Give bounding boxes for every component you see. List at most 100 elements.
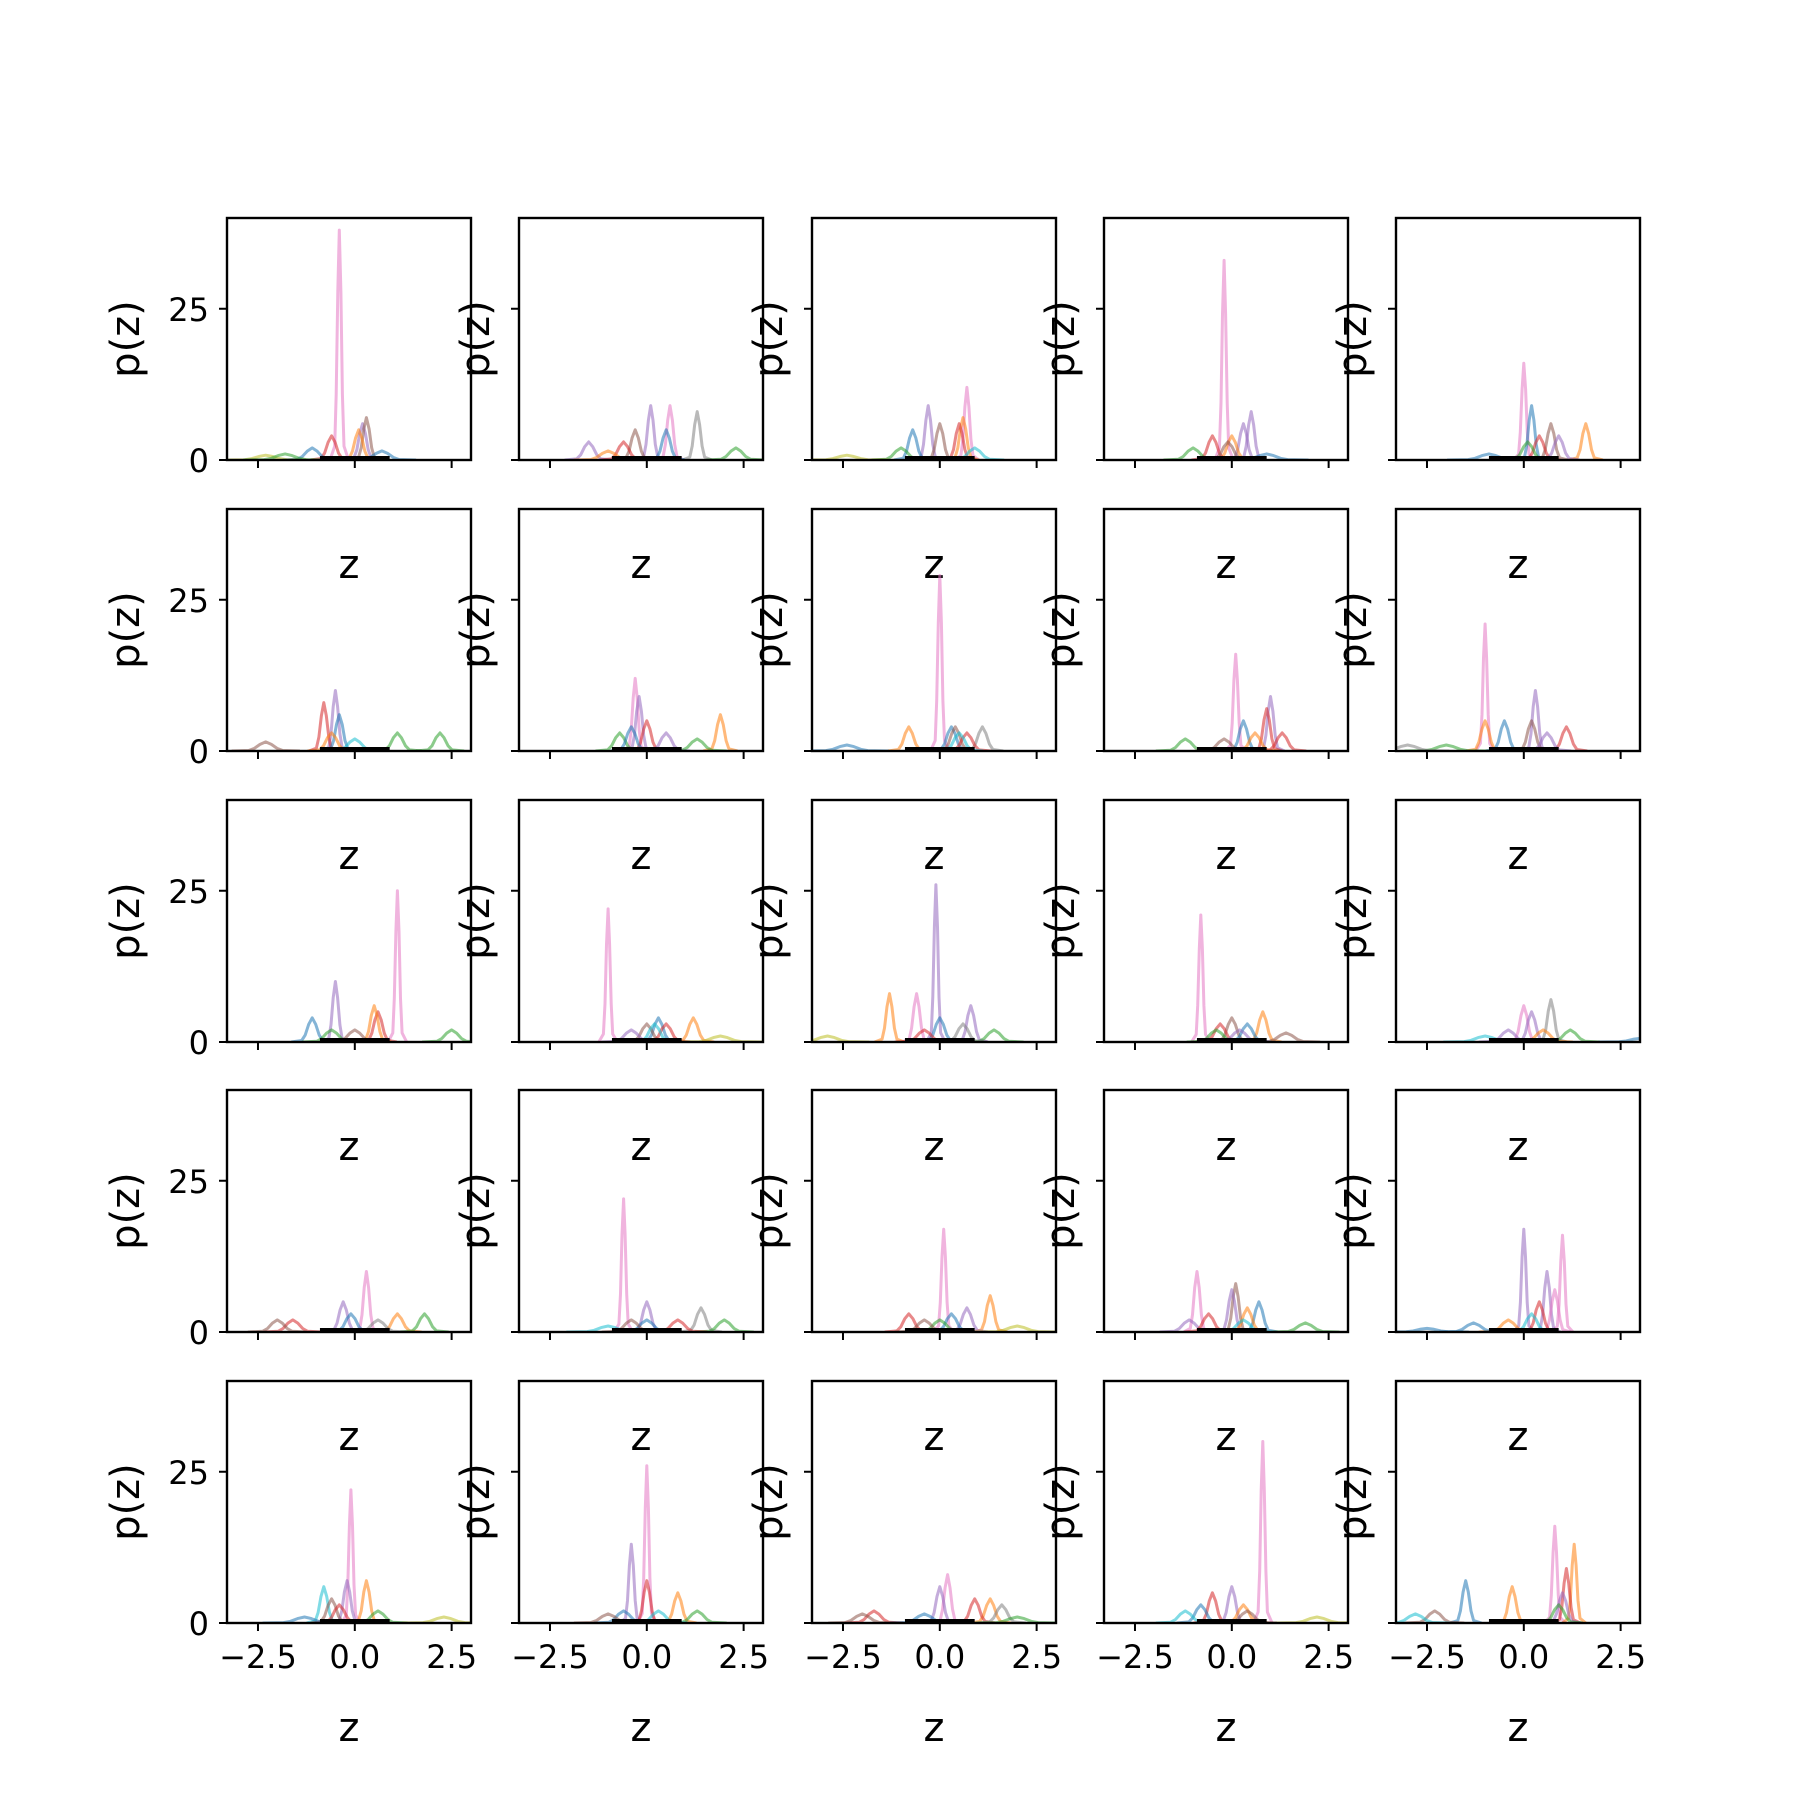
series-line	[231, 740, 300, 751]
x-axis-label: z	[339, 1124, 360, 1170]
axes-frame	[1102, 1088, 1350, 1334]
series-line	[1516, 404, 1547, 460]
series-line	[946, 416, 980, 460]
y-tick-label: 0	[189, 733, 209, 771]
series-line	[925, 883, 947, 1042]
x-axis-label: z	[924, 1414, 945, 1460]
x-tick-label: 0.0	[1498, 1638, 1549, 1676]
series-line	[1568, 422, 1604, 460]
series-line	[636, 404, 666, 460]
y-axis-label: p(z)	[453, 1463, 499, 1541]
series-line	[1543, 1524, 1567, 1623]
x-tick-label: 2.5	[1303, 1638, 1354, 1676]
y-axis-label: p(z)	[103, 1463, 149, 1541]
y-axis-label: p(z)	[103, 1172, 149, 1250]
axes-frame	[517, 798, 765, 1044]
series-line	[1533, 1270, 1562, 1332]
y-tick-label: 0	[189, 1024, 209, 1062]
series-line	[1512, 361, 1536, 460]
x-tick-label: 2.5	[718, 1638, 769, 1676]
series-line	[564, 440, 614, 460]
series-line	[893, 428, 932, 460]
axes-frame	[517, 216, 765, 462]
series-line	[1271, 1321, 1340, 1332]
x-tick-label: −2.5	[1096, 1638, 1174, 1676]
y-axis-label: p(z)	[103, 591, 149, 669]
series-line	[694, 1318, 754, 1332]
series-line	[1449, 1579, 1482, 1623]
series-line	[1561, 1542, 1587, 1623]
series-line	[415, 731, 465, 751]
axes-frame	[225, 1379, 473, 1625]
y-axis-label: p(z)	[746, 1172, 792, 1250]
axes-frame	[1102, 216, 1350, 462]
y-axis-label: p(z)	[1330, 1172, 1376, 1250]
y-axis-label: p(z)	[453, 300, 499, 378]
axes-frame	[225, 1088, 473, 1334]
series-line	[901, 992, 932, 1042]
x-axis-label: z	[339, 833, 360, 879]
series-line	[1252, 1440, 1274, 1623]
axes-frame	[517, 1379, 765, 1625]
y-axis-label: p(z)	[746, 300, 792, 378]
y-axis-label: p(z)	[1038, 300, 1084, 378]
series-line	[1405, 1609, 1465, 1623]
y-tick-label: 0	[189, 1605, 209, 1643]
series-line	[968, 1597, 1012, 1623]
x-axis-label: z	[339, 1414, 360, 1460]
y-tick-label: 0	[189, 1314, 209, 1352]
series-line	[597, 907, 619, 1042]
series-line	[932, 1573, 963, 1623]
series-line	[630, 1579, 664, 1623]
x-axis-label: z	[1508, 1124, 1529, 1170]
x-tick-label: 2.5	[1011, 1638, 1062, 1676]
series-line	[624, 695, 654, 751]
x-tick-label: −2.5	[511, 1638, 589, 1676]
x-tick-label: −2.5	[219, 1638, 297, 1676]
axes-frame	[1102, 1379, 1350, 1625]
axes-frame	[1394, 1379, 1642, 1625]
series-line	[308, 701, 340, 751]
y-axis-label: p(z)	[103, 300, 149, 378]
axes-frame	[517, 1088, 765, 1334]
axes-frame	[1394, 1088, 1642, 1334]
axes-frame	[517, 507, 765, 753]
y-axis-label: p(z)	[453, 1172, 499, 1250]
series-line	[1224, 652, 1248, 751]
series-line	[681, 410, 713, 460]
series-line	[386, 889, 409, 1042]
series-line	[1534, 998, 1568, 1042]
series-line	[647, 428, 686, 460]
x-axis-label: z	[631, 1124, 652, 1170]
series-line	[1257, 731, 1307, 751]
x-axis-label: z	[924, 833, 945, 879]
y-axis-label: p(z)	[1038, 882, 1084, 960]
x-axis-label: z	[924, 1705, 945, 1751]
x-axis-label: z	[1216, 1414, 1237, 1460]
axes-frame	[1102, 507, 1350, 753]
x-axis-label: z	[1216, 833, 1237, 879]
x-axis-label: z	[924, 1124, 945, 1170]
axes-frame	[1394, 507, 1642, 753]
series-line	[422, 1028, 471, 1042]
series-line	[1533, 422, 1569, 460]
series-line	[328, 228, 351, 460]
series-line	[667, 737, 727, 751]
y-tick-label: 0	[189, 442, 209, 480]
axes-frame	[810, 216, 1058, 462]
y-axis-label: p(z)	[746, 591, 792, 669]
series-line	[1193, 1591, 1232, 1623]
x-axis-label: z	[631, 542, 652, 588]
y-axis-label: p(z)	[1330, 882, 1376, 960]
series-line	[1551, 1567, 1582, 1623]
series-line	[1512, 1010, 1551, 1042]
axes-frame	[1102, 798, 1350, 1044]
y-axis-label: p(z)	[453, 882, 499, 960]
axes-frame	[225, 216, 473, 462]
series-line	[1543, 1591, 1582, 1623]
series-line	[400, 1312, 449, 1332]
y-axis-label: p(z)	[1038, 591, 1084, 669]
series-line	[1190, 913, 1212, 1042]
series-line	[953, 1004, 989, 1042]
series-line	[655, 404, 685, 460]
